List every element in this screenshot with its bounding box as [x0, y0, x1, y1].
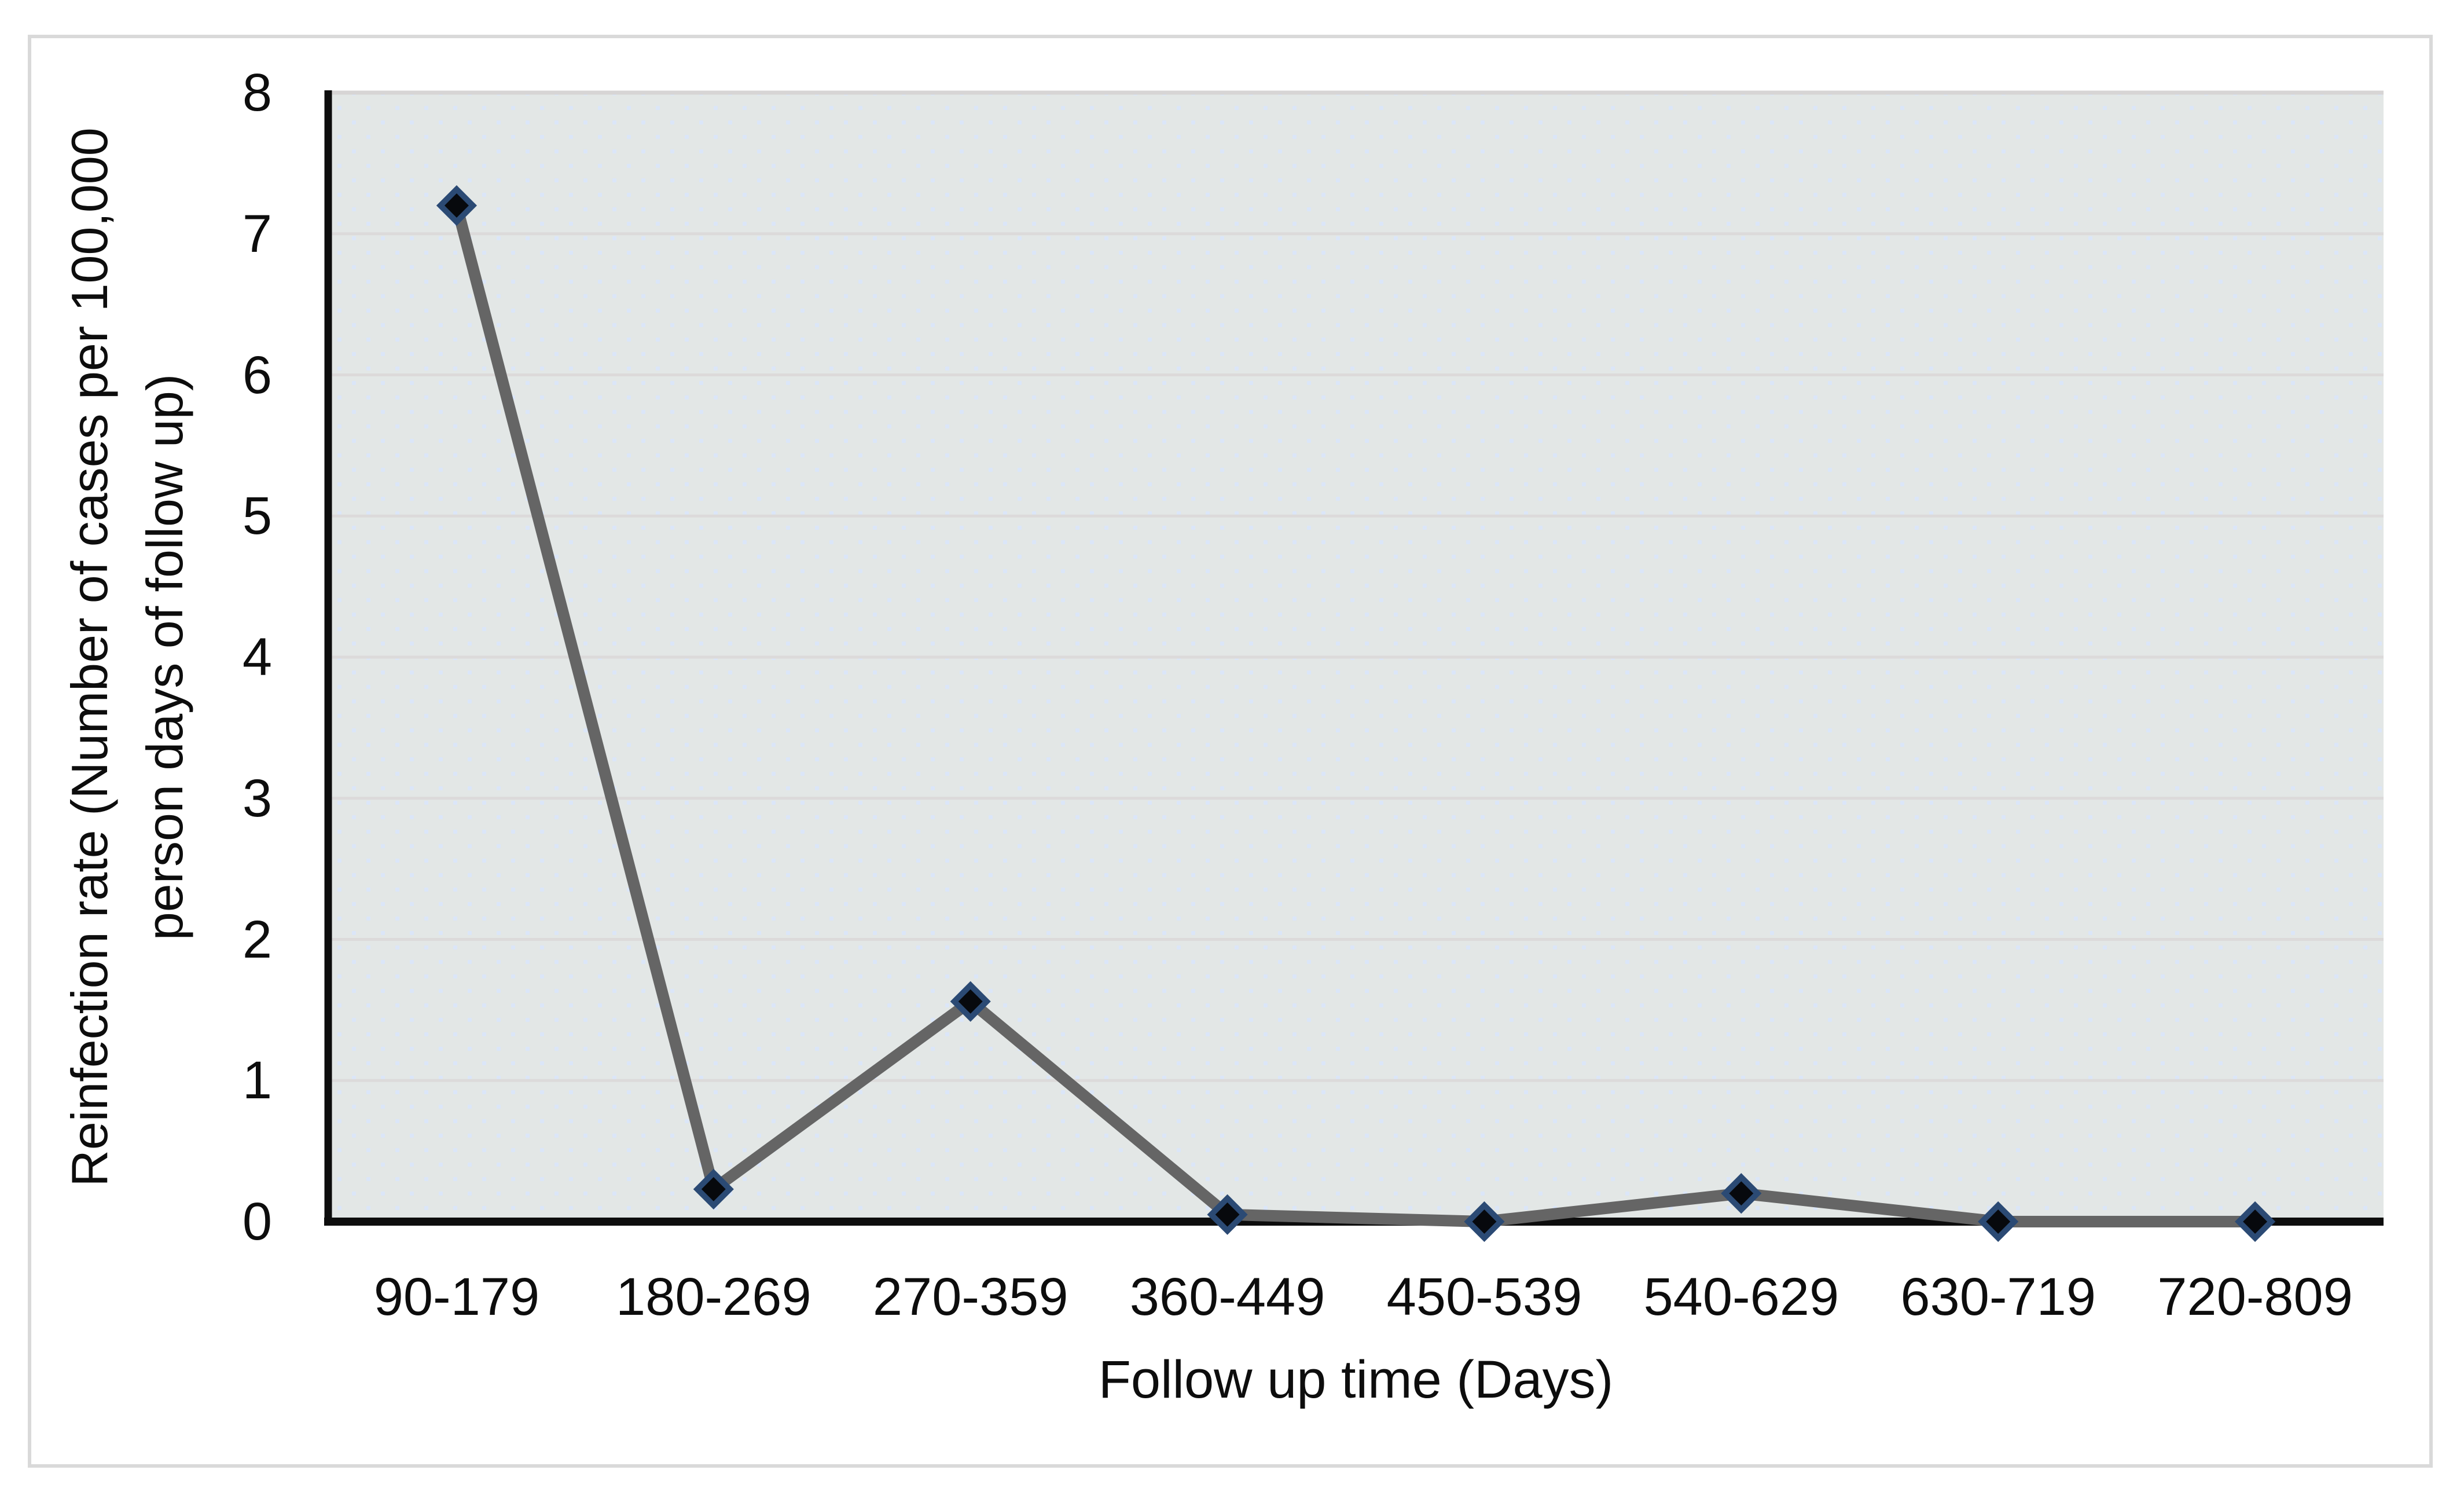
x-tick-label: 360-449: [1129, 1267, 1325, 1326]
data-point-marker: [1978, 1201, 2019, 1242]
x-tick-label: 270-359: [872, 1267, 1068, 1326]
y-tick-label: 2: [242, 910, 272, 969]
x-tick-label: 90-179: [373, 1267, 540, 1326]
y-tick-label: 5: [242, 486, 272, 546]
y-tick-label: 0: [242, 1192, 272, 1251]
x-tick-label: 450-539: [1386, 1267, 1582, 1326]
data-point-marker: [1207, 1194, 1248, 1235]
x-tick-label: 630-719: [1900, 1267, 2096, 1326]
chart-outer-border: [28, 35, 2433, 1468]
x-axis-title: Follow up time (Days): [1098, 1350, 1614, 1409]
data-point-marker: [693, 1168, 734, 1210]
y-tick-label: 1: [242, 1051, 272, 1110]
y-tick-label: 8: [242, 63, 272, 122]
y-tick-label: 3: [242, 768, 272, 828]
data-point-marker: [950, 981, 991, 1022]
data-point-marker: [1464, 1201, 1505, 1242]
y-tick-label: 7: [242, 204, 272, 263]
x-tick-label: 720-809: [2157, 1267, 2353, 1326]
x-tick-label: 180-269: [615, 1267, 811, 1326]
data-point-marker: [2234, 1201, 2276, 1242]
x-tick-label: 540-629: [1643, 1267, 1839, 1326]
y-tick-label: 6: [242, 345, 272, 405]
data-point-marker: [436, 185, 478, 226]
data-line: [450, 200, 2261, 1227]
y-tick-label: 4: [242, 628, 272, 687]
data-point-marker: [1721, 1173, 1762, 1214]
